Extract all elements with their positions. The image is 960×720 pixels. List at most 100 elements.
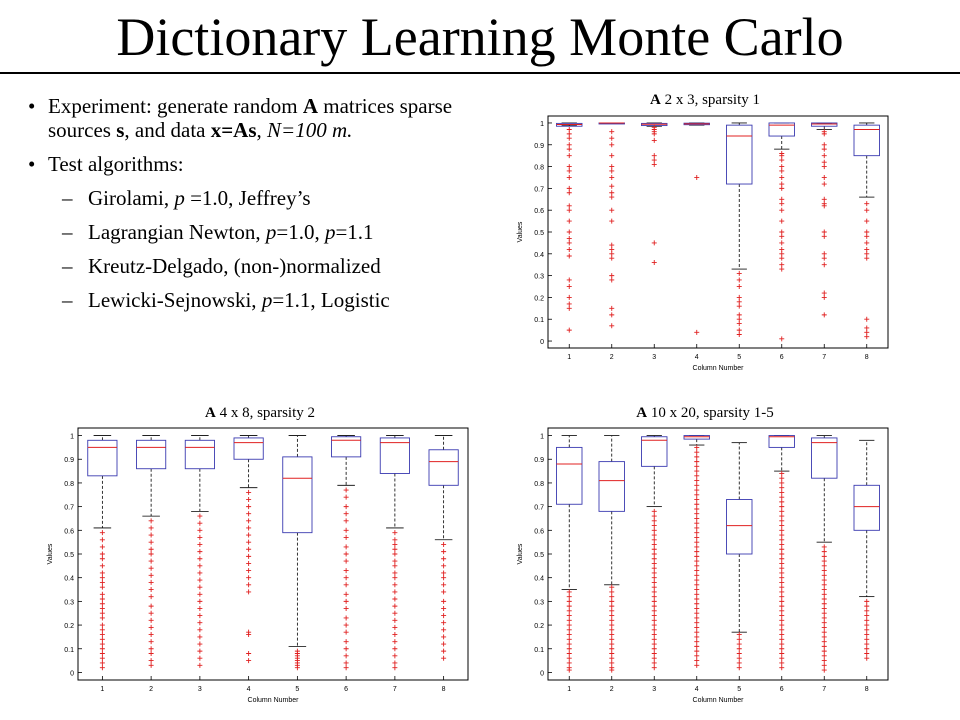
outlier-point xyxy=(651,608,657,614)
sub-bullet-text: =1.1, Logistic xyxy=(272,288,390,312)
outlier-point xyxy=(694,511,700,517)
outlier-point xyxy=(779,470,785,476)
outlier-point xyxy=(343,582,349,588)
outlier-point xyxy=(651,551,657,557)
y-tick-label: 0 xyxy=(70,670,74,677)
outlier-point xyxy=(197,513,203,519)
outlier-point xyxy=(294,665,300,671)
p-symbol: p xyxy=(324,220,336,244)
outlier-point xyxy=(736,650,742,656)
outlier-point xyxy=(779,594,785,600)
outlier-point xyxy=(148,603,154,609)
outlier-point xyxy=(566,284,572,290)
outlier-point xyxy=(821,563,827,569)
outlier-point xyxy=(441,627,447,633)
y-tick-label: 0.2 xyxy=(534,623,544,630)
bullet-dot: • xyxy=(28,94,36,118)
y-tick-label: 0.5 xyxy=(534,552,544,559)
outlier-point xyxy=(694,591,700,597)
outlier-point xyxy=(779,617,785,623)
outlier-point xyxy=(694,615,700,621)
outlier-point xyxy=(148,646,154,652)
outlier-point xyxy=(566,667,572,673)
box-column-4 xyxy=(683,435,710,668)
sub-bullet-girolami: – Girolami, p =1.0, Jeffrey’s xyxy=(28,186,508,210)
outlier-point xyxy=(736,665,742,671)
outlier-point xyxy=(779,168,785,174)
outlier-point xyxy=(864,627,870,633)
outlier-point xyxy=(779,251,785,257)
outlier-point xyxy=(694,544,700,550)
source-symbol: s xyxy=(116,118,125,142)
outlier-point xyxy=(779,641,785,647)
outlier-point xyxy=(821,131,827,137)
y-tick-label: 0.3 xyxy=(534,274,544,281)
x-tick-label: 7 xyxy=(393,686,397,693)
chart-caption: A 2 x 3, sparsity 1 xyxy=(510,91,900,109)
outlier-point xyxy=(694,639,700,645)
outlier-point xyxy=(821,648,827,654)
outlier-point xyxy=(821,251,827,257)
outlier-point xyxy=(821,596,827,602)
outlier-point xyxy=(779,551,785,557)
box xyxy=(811,437,838,479)
outlier-point xyxy=(392,610,398,616)
bullet-text: Experiment: generate random xyxy=(48,94,303,118)
boxplot-chart-2x3: 0 0.1 0.2 0.3 0.4 0.5 0.6 0.7 0.8 0.9 1 1 2 3 4 5 6 7 8 Col… xyxy=(517,115,889,372)
outlier-point xyxy=(694,501,700,507)
outlier-point xyxy=(694,497,700,503)
outlier-point xyxy=(651,650,657,656)
outlier-point xyxy=(821,255,827,261)
outlier-point xyxy=(651,603,657,609)
outlier-point xyxy=(864,603,870,609)
outlier-point xyxy=(779,608,785,614)
outlier-point xyxy=(343,511,349,517)
outlier-point xyxy=(99,632,105,638)
outlier-point xyxy=(651,523,657,529)
outlier-point xyxy=(694,653,700,659)
x-tick-label: 5 xyxy=(295,686,299,693)
outlier-point xyxy=(864,207,870,213)
outlier-point xyxy=(864,608,870,614)
box xyxy=(641,436,668,467)
outlier-point xyxy=(392,617,398,623)
outlier-point xyxy=(779,598,785,604)
outlier-point xyxy=(343,558,349,564)
outlier-point xyxy=(197,662,203,668)
outlier-point xyxy=(566,146,572,152)
sub-bullet-text: =1.0, Jeffrey’s xyxy=(184,186,311,210)
outlier-point xyxy=(566,627,572,633)
outlier-point xyxy=(148,610,154,616)
boxplot-chart-4x8: 0 0.1 0.2 0.3 0.4 0.5 0.6 0.7 0.8 0.9 1 1 2 3 4 5 6 7 8 Col… xyxy=(47,427,469,704)
outlier-point xyxy=(566,218,572,224)
boxplot-chart-10x20: 0 0.1 0.2 0.3 0.4 0.5 0.6 0.7 0.8 0.9 1 1 2 3 4 5 6 7 8 Col… xyxy=(517,427,889,704)
outlier-point xyxy=(779,185,785,191)
outlier-point xyxy=(99,627,105,633)
outlier-point xyxy=(651,598,657,604)
outlier-point xyxy=(609,190,615,196)
outlier-point xyxy=(779,523,785,529)
outlier-point xyxy=(651,589,657,595)
outlier-point xyxy=(441,570,447,576)
outlier-point xyxy=(694,530,700,536)
outlier-point xyxy=(694,329,700,335)
x-tick-label: 1 xyxy=(567,686,571,693)
outlier-point xyxy=(441,542,447,548)
outlier-point xyxy=(651,641,657,647)
outlier-point xyxy=(821,164,827,170)
outlier-point xyxy=(821,591,827,597)
y-tick-label: 0.6 xyxy=(534,528,544,535)
outlier-point xyxy=(99,646,105,652)
box-column-5 xyxy=(726,442,753,671)
outlier-point xyxy=(651,153,657,159)
outlier-point xyxy=(651,556,657,562)
outlier-point xyxy=(609,142,615,148)
outlier-point xyxy=(246,546,252,552)
x-tick-label: 3 xyxy=(652,354,656,361)
outlier-point xyxy=(864,632,870,638)
outlier-point xyxy=(441,563,447,569)
box xyxy=(726,124,753,185)
outlier-point xyxy=(609,636,615,642)
caption-matrix-symbol: A xyxy=(636,405,648,421)
outlier-point xyxy=(821,153,827,159)
